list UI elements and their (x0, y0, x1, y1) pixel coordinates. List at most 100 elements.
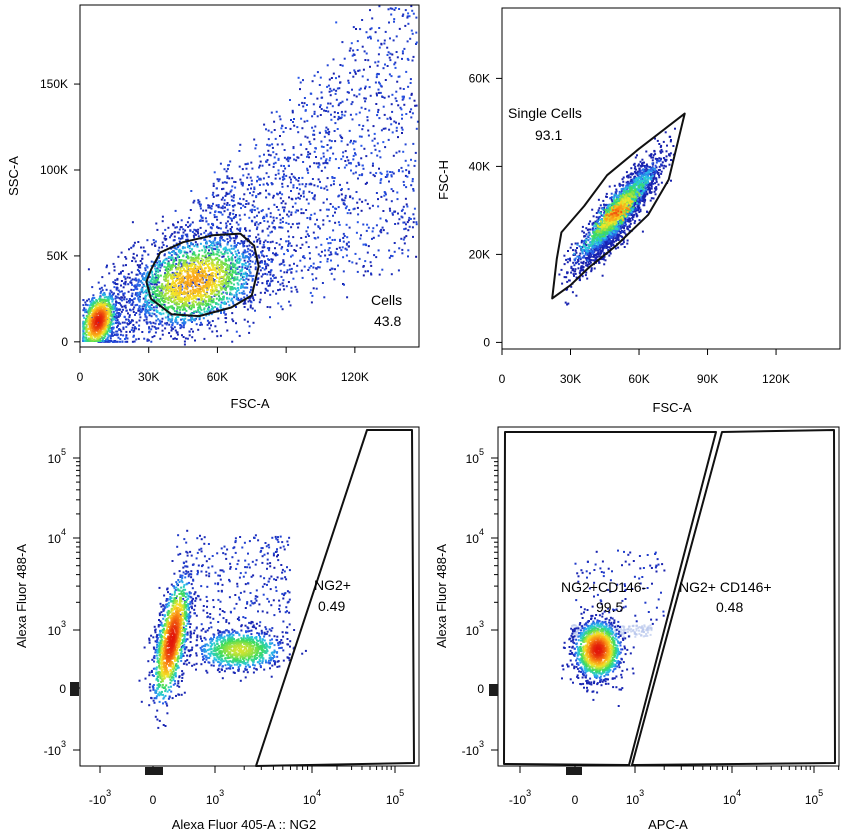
event-dot (296, 222, 299, 225)
event-dot (225, 269, 228, 272)
event-dot (394, 61, 397, 64)
event-dot (197, 328, 200, 331)
event-dot (176, 321, 179, 324)
event-dot (82, 322, 85, 325)
event-dot (331, 176, 334, 178)
event-dot (193, 258, 196, 260)
event-dot (229, 277, 232, 280)
event-dot (288, 300, 291, 303)
event-dot (105, 315, 107, 318)
event-dot (111, 319, 114, 322)
event-dot (222, 302, 225, 305)
event-dot (297, 179, 300, 182)
event-dot (275, 206, 278, 208)
event-dot (355, 191, 358, 193)
event-dot (383, 42, 386, 45)
event-dot (92, 315, 95, 318)
event-dot (244, 271, 247, 274)
event-dot (260, 210, 263, 213)
event-dot (290, 271, 293, 274)
event-dot (175, 263, 178, 265)
event-dot (273, 203, 276, 206)
event-dot (170, 258, 173, 261)
event-dot (402, 97, 405, 100)
event-dot (211, 248, 213, 251)
event-dot (165, 284, 168, 287)
event-dot (302, 192, 305, 195)
event-dot (207, 204, 210, 207)
event-dot (150, 282, 153, 285)
event-dot (249, 249, 252, 252)
event-dot (217, 194, 220, 197)
event-dot (176, 303, 179, 306)
event-dot (94, 305, 97, 308)
gate-cells[interactable] (145, 232, 260, 318)
event-dot (203, 231, 206, 234)
event-dot (190, 190, 193, 192)
event-dot (394, 66, 397, 69)
event-dot (194, 283, 197, 285)
event-dot (174, 337, 176, 340)
event-dot (215, 297, 218, 300)
event-dot (117, 293, 120, 296)
event-dot (315, 246, 318, 249)
event-dot (238, 150, 241, 152)
event-dot (185, 281, 188, 284)
event-dot (362, 243, 365, 246)
event-dot (385, 219, 387, 222)
event-dot (377, 111, 379, 114)
event-dot (105, 309, 108, 312)
event-dot (231, 297, 234, 300)
event-dot (245, 203, 248, 205)
event-dot (216, 248, 219, 251)
event-dot (237, 242, 239, 244)
event-dot (130, 288, 133, 291)
event-dot (293, 249, 296, 251)
event-dot (93, 319, 96, 322)
event-dot (274, 254, 277, 257)
event-dot (276, 192, 278, 195)
event-dot (221, 255, 224, 258)
event-dot (226, 281, 229, 284)
event-dot (208, 249, 210, 252)
event-dot (393, 250, 396, 253)
event-dot (279, 221, 282, 224)
event-dot (180, 219, 183, 222)
event-dot (239, 178, 242, 181)
event-dot (238, 165, 241, 168)
event-dot (329, 242, 332, 245)
event-dot (370, 152, 373, 155)
event-dot (362, 274, 365, 277)
event-dot (233, 242, 236, 244)
event-dot (217, 308, 220, 311)
event-dot (323, 187, 326, 190)
event-dot (217, 180, 220, 183)
event-dot (378, 91, 380, 94)
event-dot (161, 283, 164, 286)
event-dot (332, 180, 335, 183)
event-dot (241, 291, 244, 294)
event-dot (404, 9, 407, 12)
event-dot (173, 250, 176, 253)
event-dot (388, 128, 391, 131)
event-dot (173, 296, 176, 299)
event-dot (180, 280, 183, 282)
event-dot (265, 267, 268, 270)
event-dot (172, 337, 175, 340)
event-dot (239, 299, 242, 302)
event-dot (180, 325, 183, 328)
event-dot (357, 177, 359, 180)
event-dot (224, 206, 226, 209)
event-dot (124, 306, 127, 309)
event-dot (383, 194, 386, 197)
event-dot (90, 316, 93, 319)
event-dot (361, 128, 364, 131)
event-dot (323, 109, 326, 112)
event-dot (258, 177, 261, 180)
event-dot (291, 223, 294, 226)
event-dot (217, 211, 220, 213)
event-dot (320, 108, 323, 110)
event-dot (309, 216, 312, 219)
event-dot (186, 275, 188, 278)
event-dot (195, 323, 198, 326)
